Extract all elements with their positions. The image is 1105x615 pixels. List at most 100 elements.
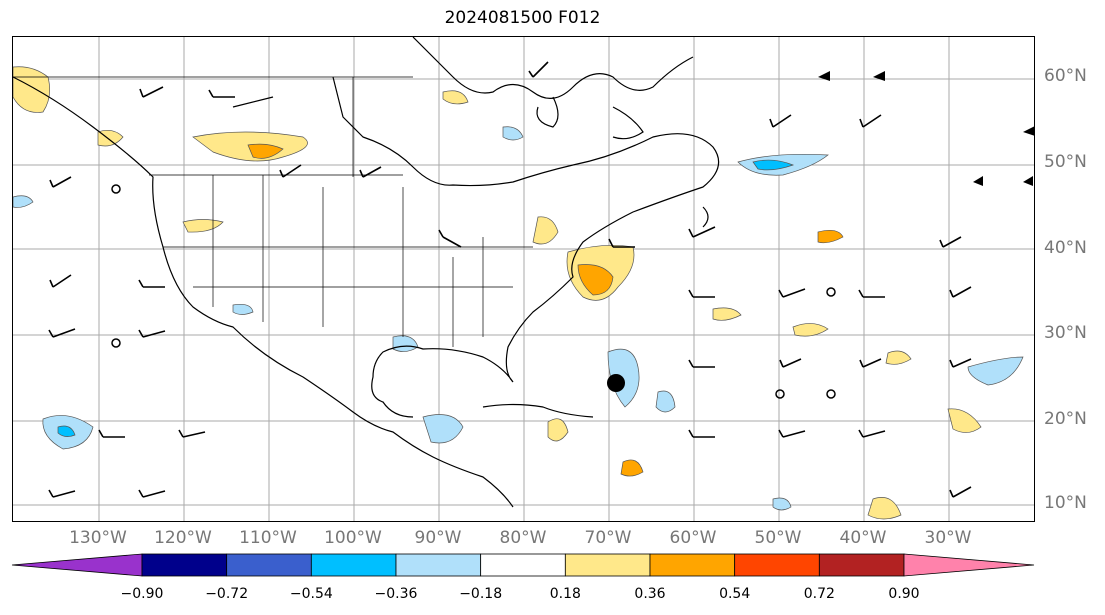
wind-barb-icon <box>138 489 166 498</box>
lon-label: 30°W <box>924 528 972 548</box>
negative-patch <box>967 356 1024 386</box>
state-borders <box>13 76 533 347</box>
chart-title: 2024081500 F012 <box>444 8 601 28</box>
wind-barb-icon <box>778 429 806 438</box>
lon-label: 80°W <box>499 528 547 548</box>
calm-circle-icon <box>111 184 121 194</box>
negative-patch <box>502 126 524 141</box>
negative-patch <box>772 497 792 511</box>
negative-patch <box>752 159 794 171</box>
negative-patch <box>655 390 676 413</box>
wind-barb-icon <box>178 429 206 438</box>
colorbar-segment <box>818 553 905 577</box>
wind-barbs <box>48 61 972 498</box>
colorbar-segment <box>310 553 397 577</box>
positive-patch <box>577 264 614 296</box>
colorbar-tick-label: −0.36 <box>374 586 418 602</box>
positive-patch <box>792 323 829 337</box>
wind-barb-icon <box>859 114 882 128</box>
colorbar-tick-label: 0.36 <box>634 586 666 602</box>
lat-label: 10°N <box>1044 493 1087 513</box>
wind-barb-icon <box>139 86 164 98</box>
map-panel[interactable] <box>12 36 1035 522</box>
colorbar-tick-label: −0.18 <box>459 586 503 602</box>
wind-barb-icon <box>528 61 549 78</box>
colorbar-tick-label: 0.90 <box>888 586 920 602</box>
positive-patch <box>867 497 902 520</box>
positive-patch <box>817 230 844 244</box>
wind-flag-icon <box>873 71 885 81</box>
wind-barb-icon <box>858 429 886 438</box>
wind-barb-icon <box>688 429 715 438</box>
positive-patch <box>620 459 644 477</box>
positive-patch <box>885 350 912 365</box>
wind-flag-icon <box>973 176 983 186</box>
negative-patch <box>57 425 76 437</box>
wind-barb-icon <box>858 289 885 298</box>
calm-markers <box>111 184 836 399</box>
colorbar <box>11 553 1035 577</box>
lon-label: 100°W <box>324 528 382 548</box>
negative-patch <box>13 195 34 208</box>
colorbar-tick-label: 0.54 <box>719 586 751 602</box>
wind-barb-icon <box>49 176 72 188</box>
wind-flags <box>818 71 1034 186</box>
positive-patch <box>532 216 559 245</box>
colorbar-segment <box>734 553 820 577</box>
negative-patch <box>422 414 464 444</box>
wind-barb-icon <box>949 286 972 298</box>
wind-barb-icon <box>138 329 166 338</box>
positive-patch <box>712 307 742 321</box>
lon-label: 60°W <box>669 528 717 548</box>
storm-center-icon <box>607 374 625 392</box>
positive-patch <box>97 130 124 147</box>
colorbar-tick-label: −0.72 <box>205 586 249 602</box>
graticule <box>13 37 1034 521</box>
wind-barb-icon <box>98 429 125 438</box>
negative-patch <box>392 335 419 352</box>
wind-flag-icon <box>1023 176 1033 186</box>
wind-barb-icon <box>49 274 72 288</box>
wind-barb-icon <box>688 289 715 298</box>
colorbar-segment <box>11 553 143 577</box>
lon-label: 120°W <box>154 528 212 548</box>
colorbar-tick-label: −0.90 <box>120 586 164 602</box>
lon-label: 70°W <box>584 528 632 548</box>
positive-patch <box>442 90 469 105</box>
wind-barb-icon <box>48 328 76 338</box>
lon-label: 50°W <box>754 528 802 548</box>
calm-circle-icon <box>826 287 836 297</box>
wind-barb-icon <box>778 288 806 298</box>
positive-patch <box>182 219 224 233</box>
lon-label: 90°W <box>414 528 462 548</box>
wind-barb-icon <box>769 114 792 128</box>
lon-label: 40°W <box>839 528 887 548</box>
calm-circle-icon <box>111 338 121 348</box>
wind-barb-icon <box>279 164 302 178</box>
lon-label: 130°W <box>69 528 127 548</box>
wind-barb-icon <box>779 358 802 368</box>
wind-barb-icon <box>48 489 76 498</box>
colorbar-segment <box>649 553 736 577</box>
calm-circle-icon <box>826 389 836 399</box>
wind-flag-icon <box>818 71 830 81</box>
map-canvas <box>13 37 1034 521</box>
positive-patch <box>13 66 50 113</box>
lat-label: 60°N <box>1044 66 1087 86</box>
wind-barb-icon <box>688 226 716 238</box>
anomaly-fills <box>13 66 1024 520</box>
colorbar-tick-label: 0.72 <box>803 586 835 602</box>
coastlines <box>13 37 720 508</box>
colorbar-segment <box>141 553 228 577</box>
lon-label: 110°W <box>239 528 297 548</box>
positive-patch <box>547 418 569 442</box>
wind-barb-icon <box>949 358 972 368</box>
wind-barb-icon <box>208 89 235 98</box>
wind-barb-icon <box>359 166 382 178</box>
colorbar-segment <box>564 553 651 577</box>
colorbar-tick-label: 0.18 <box>549 586 581 602</box>
lat-label: 30°N <box>1044 323 1087 343</box>
wind-barb-icon <box>608 238 635 248</box>
calm-circle-icon <box>775 389 785 399</box>
wind-barb-icon <box>949 486 972 498</box>
